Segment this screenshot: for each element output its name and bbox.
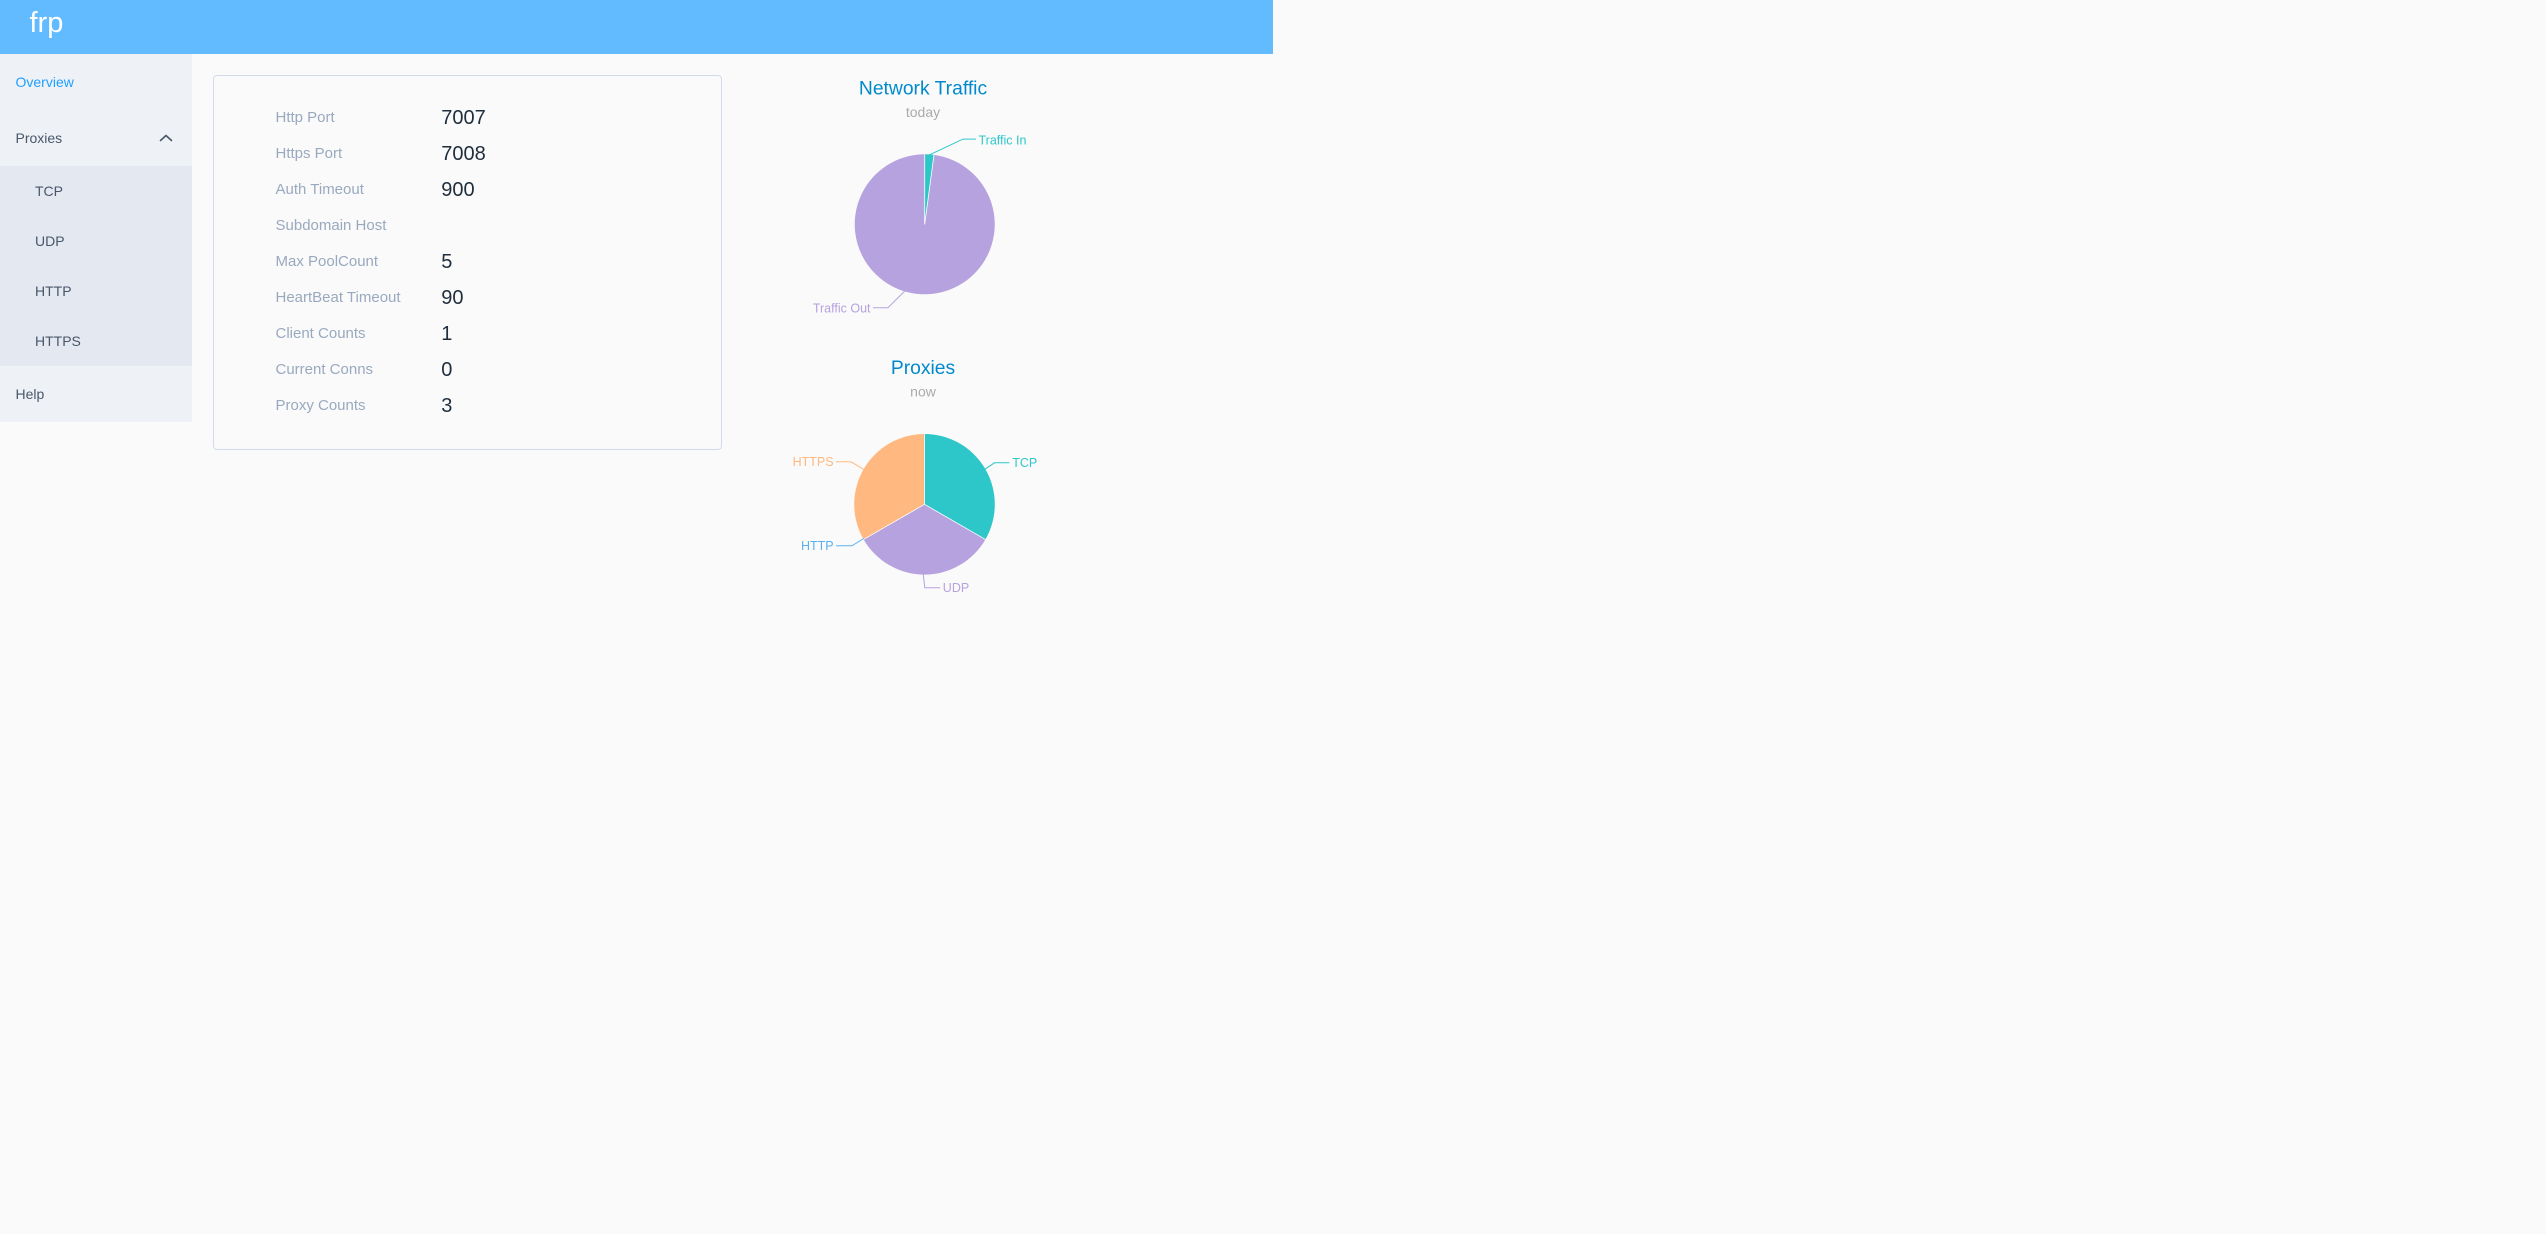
svg-text:HTTP: HTTP [801, 539, 834, 553]
svg-text:Proxies: Proxies [891, 358, 955, 379]
svg-text:Traffic In: Traffic In [979, 133, 1027, 147]
svg-text:TCP: TCP [1012, 456, 1037, 470]
svg-text:HTTPS: HTTPS [793, 455, 834, 469]
svg-text:Network Traffic: Network Traffic [859, 78, 988, 99]
svg-text:UDP: UDP [943, 581, 969, 595]
svg-text:Traffic Out: Traffic Out [813, 301, 871, 315]
svg-text:now: now [910, 384, 937, 400]
svg-text:today: today [906, 104, 940, 120]
